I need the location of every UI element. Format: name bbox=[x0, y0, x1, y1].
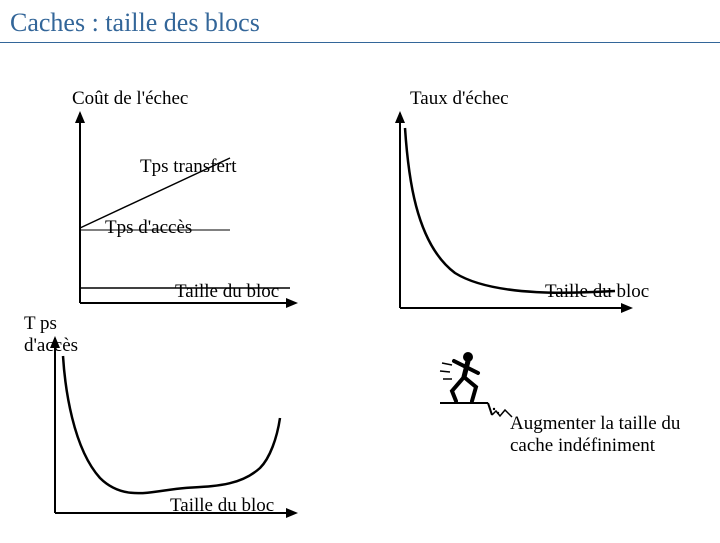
chart1-xlabel: Taille du bloc bbox=[175, 281, 279, 303]
chart1-line1-label: Tps transfert bbox=[140, 156, 237, 178]
caption-text: Augmenter la taille du cache indéfinimen… bbox=[510, 413, 680, 457]
chart2-title: Taux d'échec bbox=[410, 88, 509, 110]
diagram-canvas: Coût de l'échec Tps transfert Tps d'accè… bbox=[0, 43, 720, 543]
chart1-line2-label: Tps d'accès bbox=[105, 217, 192, 239]
page-title: Caches : taille des blocs bbox=[0, 0, 720, 43]
chart1-title: Coût de l'échec bbox=[72, 88, 188, 110]
chart2-xlabel: Taille du bloc bbox=[545, 281, 649, 303]
chart3-xlabel: Taille du bloc bbox=[170, 495, 274, 517]
runner-icon bbox=[440, 343, 530, 418]
